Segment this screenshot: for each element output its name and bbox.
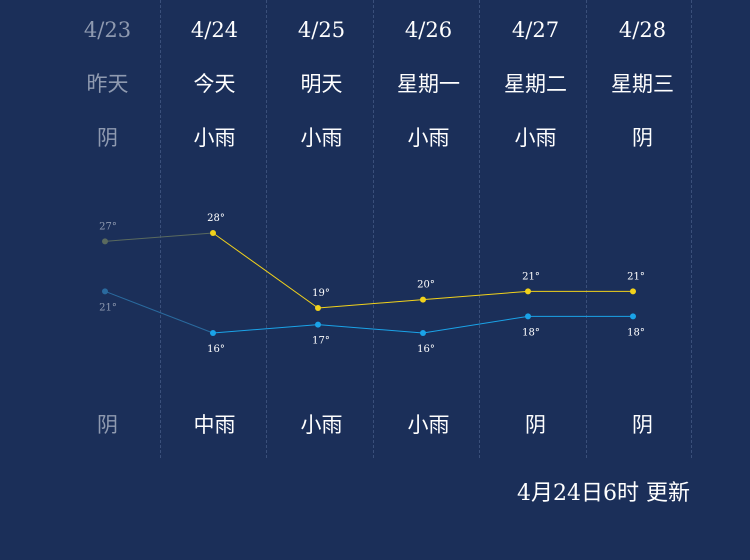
date-label: 4/24 [190, 18, 239, 42]
low-temp-label: 16° [417, 344, 435, 355]
weather-night: 中雨 [193, 413, 236, 437]
high-temp-segment [422, 290, 529, 301]
low-temp-segment [317, 324, 424, 334]
weather-day: 小雨 [300, 126, 343, 150]
weather-day: 小雨 [514, 126, 557, 150]
low-temp-point [102, 288, 108, 295]
low-temp-label: 17° [312, 336, 330, 347]
low-temp-point [315, 321, 321, 328]
column-divider [373, 0, 374, 458]
high-temp-segment [104, 232, 214, 242]
weather-night: 阴 [632, 413, 653, 437]
date-label: 4/25 [297, 18, 346, 42]
date-label: 4/23 [83, 18, 132, 42]
low-temp-label: 18° [627, 327, 645, 338]
weather-night: 阴 [525, 413, 546, 437]
low-temp-point [210, 330, 216, 336]
high-temp-point [315, 305, 321, 311]
high-temp-point [630, 288, 636, 295]
update-time: 4月24日6时 更新 [517, 481, 690, 506]
weather-day: 小雨 [407, 126, 450, 150]
date-label: 4/26 [404, 18, 453, 42]
date-label: 4/28 [618, 18, 667, 42]
day-label: 星期三 [611, 72, 674, 96]
weather-day: 小雨 [193, 126, 236, 150]
low-temp-point [525, 313, 531, 320]
high-temp-label: 19° [312, 288, 330, 299]
date-label: 4/27 [511, 18, 560, 42]
low-temp-segment [104, 290, 214, 334]
low-temp-segment [422, 315, 529, 334]
high-temp-segment [212, 232, 319, 309]
day-label: 昨天 [86, 72, 129, 96]
high-temp-label: 28° [207, 213, 225, 224]
day-label: 星期一 [397, 72, 460, 96]
low-temp-label: 21° [99, 302, 117, 313]
high-temp-point [525, 288, 531, 295]
column-divider [266, 0, 267, 458]
high-temp-point [210, 230, 216, 236]
day-label: 明天 [300, 72, 343, 96]
column-divider [586, 0, 587, 458]
high-temp-point [102, 238, 108, 245]
low-temp-point [630, 313, 636, 320]
column-divider [691, 0, 692, 458]
high-temp-point [420, 296, 426, 303]
column-divider [160, 0, 161, 458]
weather-day: 阴 [97, 126, 118, 150]
high-temp-segment [317, 299, 424, 309]
weather-night: 小雨 [300, 413, 343, 437]
day-label: 今天 [193, 72, 236, 96]
weather-day: 阴 [632, 126, 653, 150]
day-label: 星期二 [504, 72, 567, 96]
low-temp-segment [212, 324, 319, 334]
low-temp-point [420, 330, 426, 336]
column-divider [479, 0, 480, 458]
high-temp-label: 21° [627, 271, 645, 282]
weather-night: 阴 [97, 413, 118, 437]
high-temp-label: 20° [417, 280, 435, 291]
weather-night: 小雨 [407, 413, 450, 437]
high-temp-label: 21° [522, 271, 540, 282]
low-temp-label: 16° [207, 344, 225, 355]
low-temp-label: 18° [522, 327, 540, 338]
high-temp-label: 27° [99, 221, 117, 232]
